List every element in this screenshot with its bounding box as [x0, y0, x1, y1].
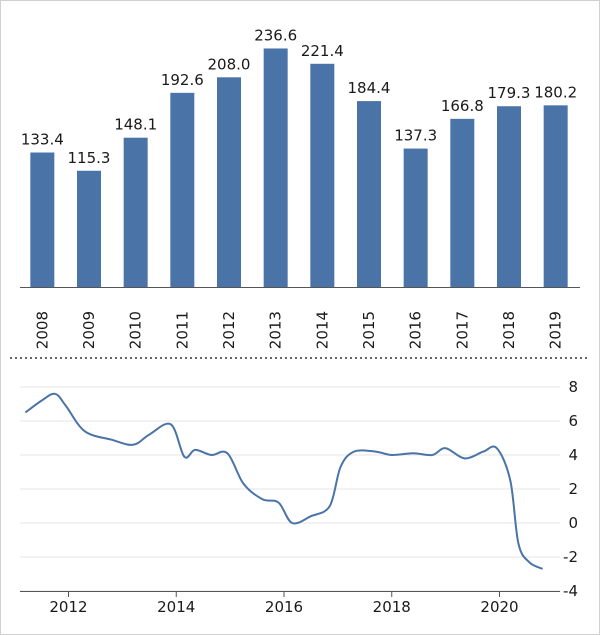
bar-value-label: 236.6 — [254, 26, 297, 44]
bar-2015 — [357, 101, 381, 287]
bar-value-label: 166.8 — [441, 97, 484, 115]
category-label: 2011 — [173, 311, 191, 349]
y-tick-label: 0 — [568, 514, 578, 532]
bar-2011 — [170, 92, 195, 287]
category-label: 2018 — [500, 311, 518, 349]
bar-2010 — [123, 137, 148, 287]
y-tick-label: 4 — [568, 446, 578, 464]
category-label: 2008 — [33, 311, 51, 349]
bar-value-label: 133.4 — [21, 131, 64, 149]
x-tick-label: 2020 — [480, 598, 518, 616]
x-tick-label: 2012 — [49, 598, 87, 616]
bar-2016 — [403, 148, 428, 287]
bar-value-label: 179.3 — [488, 84, 531, 102]
bar-2018 — [497, 106, 521, 287]
bar-chart: 133.4 2008 115.3 2009 148.1 2010 192.6 2011 208.… — [20, 26, 580, 349]
bar-value-label: 180.2 — [534, 83, 577, 101]
bar-value-label: 137.3 — [394, 127, 437, 145]
bar-2009 — [77, 170, 101, 287]
series-line — [24, 392, 544, 570]
bar-2019 — [543, 105, 568, 287]
y-tick-label: 6 — [568, 412, 578, 430]
x-tick-label: 2016 — [265, 598, 303, 616]
y-tick-label: -4 — [563, 582, 578, 600]
bar-value-label: 192.6 — [161, 71, 204, 89]
bar-2014 — [310, 63, 335, 288]
bar-2017 — [450, 118, 475, 287]
line-chart: 8 6 4 2 0 -2 -4 2012 2014 2016 2018 2020 — [20, 378, 578, 616]
bar-2012 — [217, 77, 241, 288]
category-label: 2017 — [453, 311, 471, 349]
category-label: 2009 — [80, 311, 98, 349]
bar-value-label: 115.3 — [68, 149, 111, 167]
category-label: 2012 — [220, 311, 238, 349]
bar-value-label: 148.1 — [114, 116, 157, 134]
bar-value-label: 221.4 — [301, 42, 344, 60]
bar-value-label: 184.4 — [348, 79, 391, 97]
category-label: 2013 — [267, 311, 285, 349]
y-tick-label: -2 — [563, 548, 578, 566]
x-tick-label: 2014 — [157, 598, 195, 616]
category-label: 2010 — [127, 311, 145, 349]
x-tick-label: 2018 — [373, 598, 411, 616]
bar-2013 — [263, 48, 288, 288]
y-tick-label: 8 — [568, 378, 578, 396]
bar-value-label: 208.0 — [208, 55, 251, 73]
y-tick-label: 2 — [568, 480, 578, 498]
bar-2008 — [30, 152, 55, 287]
category-label: 2015 — [360, 311, 378, 349]
category-label: 2019 — [547, 311, 565, 349]
category-label: 2016 — [407, 311, 425, 349]
category-label: 2014 — [313, 311, 331, 349]
